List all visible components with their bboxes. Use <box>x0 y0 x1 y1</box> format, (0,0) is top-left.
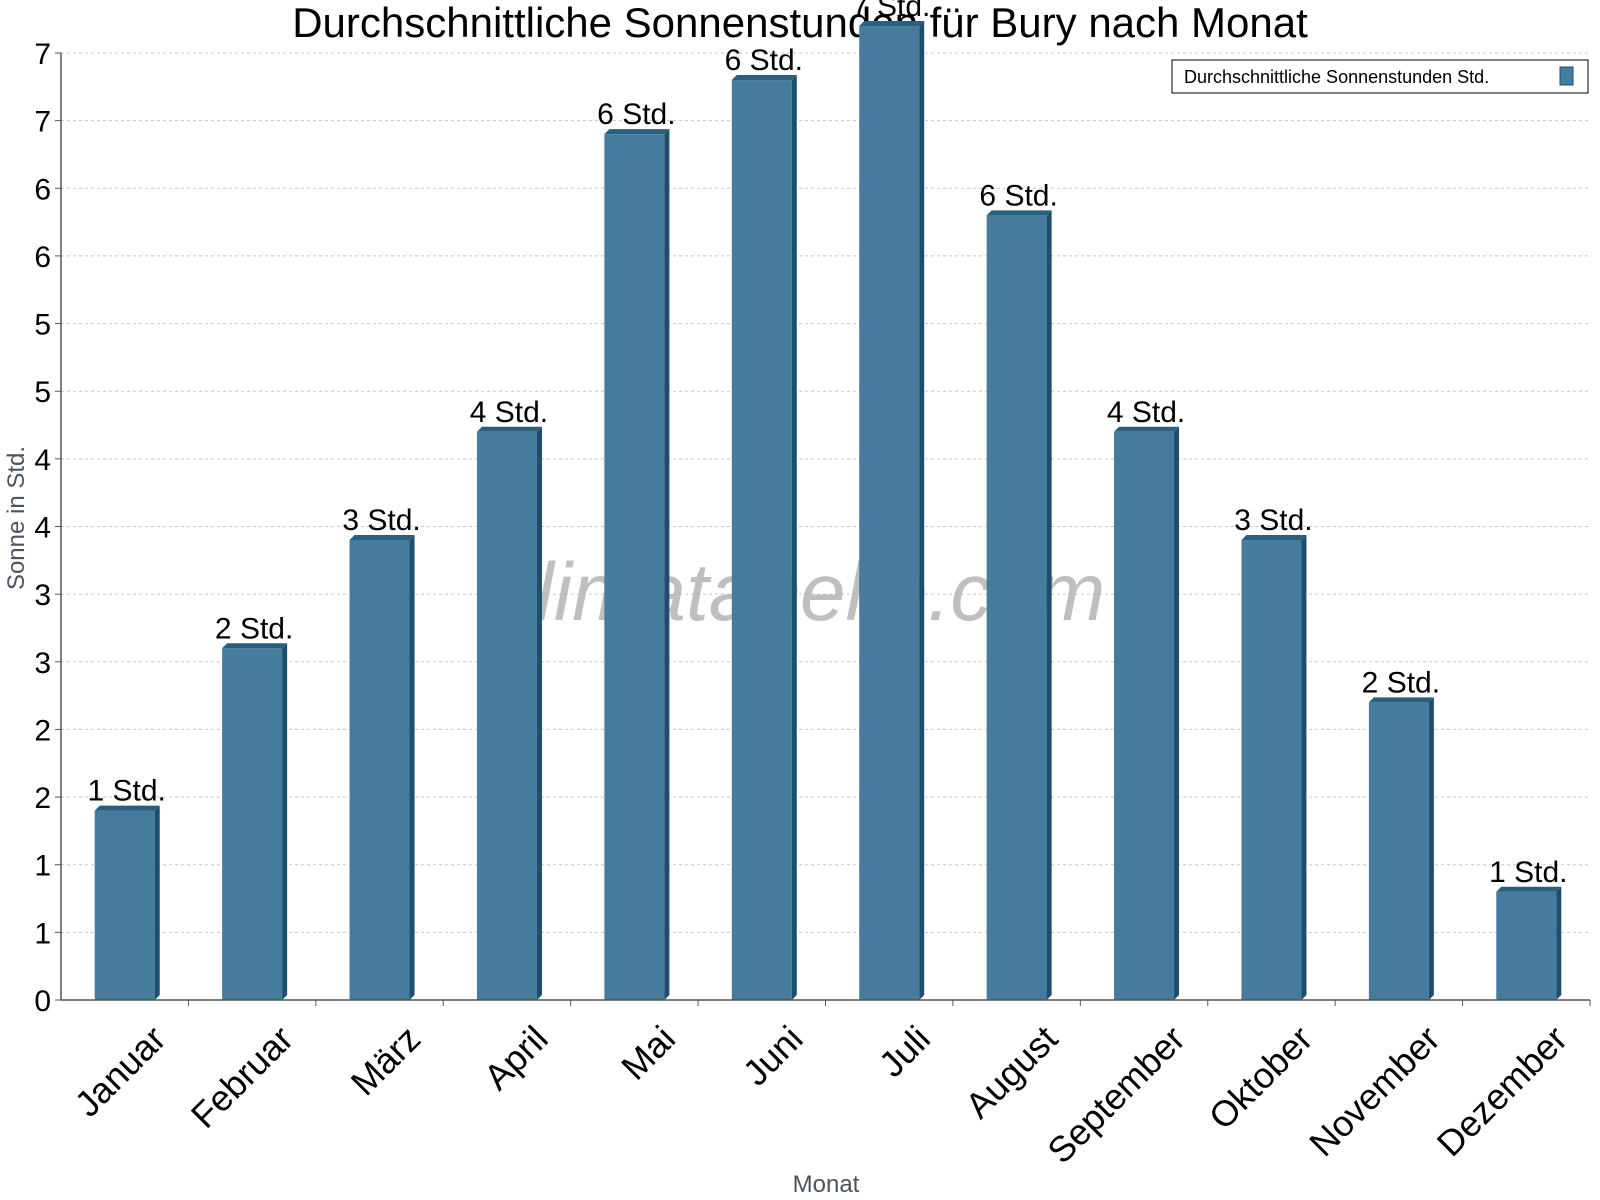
data-label: 3 Std. <box>342 504 420 537</box>
x-tick-label: Juni <box>735 1018 811 1094</box>
bar-top <box>1241 535 1307 541</box>
y-tick-label: 6 <box>34 241 51 274</box>
chart-title: Durchschnittliche Sonnenstunden für Bury… <box>292 0 1308 46</box>
x-axis-ticks: Januar Februar März April Mai Juni Juli AugustS… <box>67 1000 1591 1172</box>
data-label: 6 Std. <box>979 179 1057 212</box>
data-label: 7 Std. <box>852 0 930 23</box>
bar-märz <box>349 535 415 1000</box>
x-tick-label: August <box>957 1018 1065 1126</box>
bar-september <box>1114 426 1180 1000</box>
legend-label: Durchschnittliche Sonnenstunden Std. <box>1184 67 1489 87</box>
bar-side <box>282 643 288 1000</box>
bar-side <box>919 20 925 1000</box>
bar-oktober <box>1241 535 1307 1000</box>
data-label: 4 Std. <box>470 396 548 429</box>
bar-face <box>349 540 410 1000</box>
bar-mai <box>604 129 670 1000</box>
bar-top <box>1368 697 1434 703</box>
bar-top <box>476 426 542 432</box>
bar-juli <box>859 20 925 1000</box>
bar-august <box>986 210 1052 1001</box>
bar-side <box>1174 426 1180 1000</box>
bar-side <box>409 535 415 1000</box>
bar-side <box>1301 535 1307 1000</box>
data-label: 1 Std. <box>1489 856 1567 889</box>
bar-november <box>1368 697 1434 1000</box>
bar-side <box>1046 210 1052 1001</box>
x-tick-label: September <box>1039 1018 1193 1172</box>
data-label: 2 Std. <box>1362 666 1440 699</box>
x-tick-label: Januar <box>67 1018 174 1125</box>
y-tick-label: 4 <box>34 512 51 545</box>
bar-april <box>476 426 542 1000</box>
bar-top <box>604 129 670 135</box>
data-label: 6 Std. <box>597 98 675 131</box>
x-tick-label: Oktober <box>1201 1018 1321 1138</box>
gridlines <box>61 52 1590 933</box>
data-label: 6 Std. <box>725 44 803 77</box>
y-tick-label: 3 <box>34 647 51 680</box>
y-tick-label: 7 <box>34 38 51 71</box>
bar-top <box>859 20 925 26</box>
x-tick-label: April <box>476 1018 556 1098</box>
bar-side <box>536 426 542 1000</box>
bar-side <box>791 75 797 1001</box>
bar-face <box>1241 540 1302 1000</box>
bar-face <box>1368 702 1429 1000</box>
y-tick-label: 2 <box>34 714 51 747</box>
bar-face <box>986 215 1047 1001</box>
y-tick-label: 6 <box>34 173 51 206</box>
y-tick-label: 0 <box>34 985 51 1018</box>
legend-box <box>1171 59 1589 94</box>
data-label: 4 Std. <box>1107 396 1185 429</box>
x-axis-title: Monat <box>793 1171 860 1198</box>
data-label: 3 Std. <box>1234 504 1312 537</box>
bar-side <box>664 129 670 1000</box>
y-axis-ticks: 0 1 1 2 2 3 3 4 4 5 5 6 6 7 7 <box>34 38 61 1018</box>
y-tick-label: 3 <box>34 579 51 612</box>
x-tick-label: Juli <box>871 1018 938 1085</box>
bar-top <box>349 535 415 541</box>
bar-top <box>1496 886 1562 892</box>
bar-top <box>731 75 797 81</box>
legend: Durchschnittliche Sonnenstunden Std. <box>1171 59 1589 94</box>
bar-top <box>94 805 160 811</box>
bar-februar <box>222 643 288 1000</box>
x-tick-label: Mai <box>613 1018 683 1088</box>
bar-top <box>986 210 1052 216</box>
bar-top <box>1114 426 1180 432</box>
x-tick-label: November <box>1301 1018 1447 1164</box>
y-axis-title: Sonne in Std. <box>3 446 30 590</box>
legend-swatch <box>1559 66 1574 86</box>
data-label: 1 Std. <box>88 775 166 808</box>
bar-face <box>731 80 792 1001</box>
data-label: 2 Std. <box>215 612 293 645</box>
y-tick-label: 1 <box>34 850 51 883</box>
bar-face <box>222 648 283 1000</box>
bar-januar <box>94 805 160 1000</box>
y-tick-label: 5 <box>34 376 51 409</box>
bar-face <box>1114 431 1175 1000</box>
bar-dezember <box>1496 886 1562 1000</box>
bar-side <box>1428 697 1434 1000</box>
bar-face <box>94 810 155 1000</box>
y-tick-label: 7 <box>34 106 51 139</box>
x-tick-label: März <box>343 1018 429 1104</box>
bar-top <box>222 643 288 649</box>
y-tick-label: 1 <box>34 917 51 950</box>
bar-face <box>859 25 920 1000</box>
y-tick-label: 2 <box>34 782 51 815</box>
bar-face <box>476 431 537 1000</box>
bar-side <box>1556 886 1562 1000</box>
y-tick-label: 5 <box>34 309 51 342</box>
x-tick-label: Dezember <box>1429 1018 1575 1164</box>
y-tick-label: 4 <box>34 444 51 477</box>
x-tick-label: Februar <box>183 1018 301 1136</box>
bar-side <box>154 805 160 1000</box>
bar-juni <box>731 75 797 1001</box>
bar-face <box>1496 891 1557 1000</box>
bar-face <box>604 134 665 1000</box>
bars: 1 Std. 2 Std. 3 Std. 4 Std. 6 Std. 6 Std. 7 St… <box>88 0 1567 1001</box>
